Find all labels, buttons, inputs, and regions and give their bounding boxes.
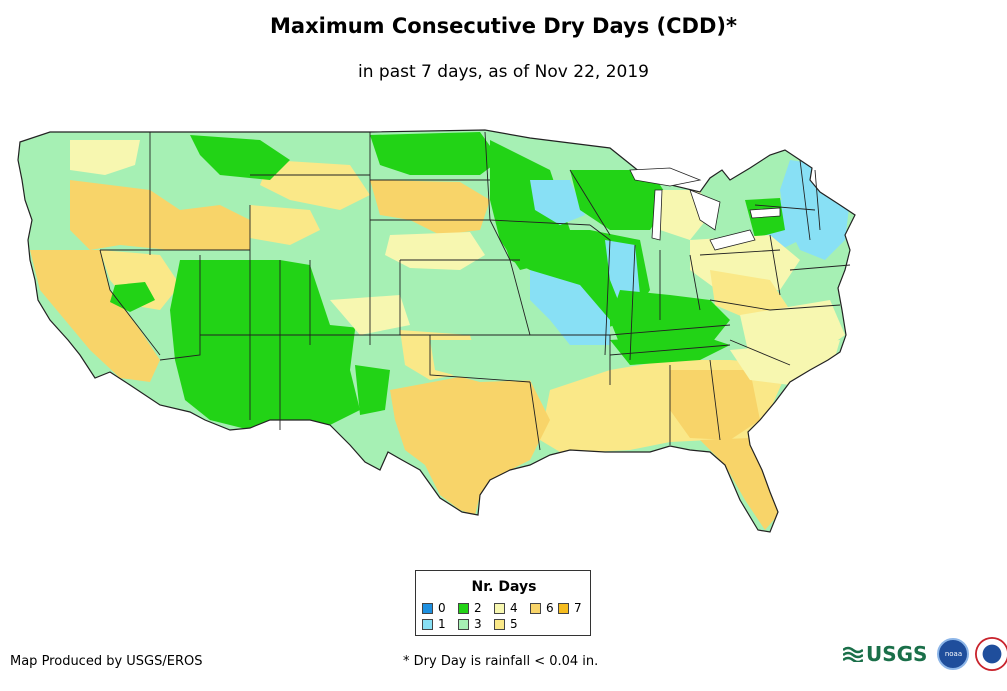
region-5-montana <box>260 160 370 210</box>
legend-item-6: 6 <box>530 601 554 615</box>
great-lakes <box>629 167 781 251</box>
legend-label-5: 5 <box>510 617 518 631</box>
region-2-north-dakota <box>370 132 500 175</box>
legend-label-0: 0 <box>438 601 446 615</box>
region-1-missouri <box>530 270 610 345</box>
legend-label-4: 4 <box>510 601 518 615</box>
legend-label-1: 1 <box>438 617 446 631</box>
region-4-northwest <box>70 140 140 175</box>
agency-logos: USGS noaa <box>843 637 1007 671</box>
region-6-west-virginia <box>710 270 790 320</box>
legend-swatch-5 <box>494 618 505 630</box>
region-2-wisconsin <box>570 170 670 230</box>
region-2-new-mexico-south <box>355 365 390 415</box>
map-title: Maximum Consecutive Dry Days (CDD)* <box>270 14 737 38</box>
usgs-logo: USGS <box>843 642 927 666</box>
state-borders <box>17 129 856 533</box>
legend-item-3: 3 <box>458 617 482 631</box>
region-2-southwest <box>170 260 360 430</box>
region-1-minnesota <box>530 180 585 225</box>
region-3-oklahoma <box>430 340 540 382</box>
legend-item-7: 7 <box>558 601 582 615</box>
legend-swatch-6 <box>530 602 541 614</box>
us-cdd-map <box>17 129 856 533</box>
legend-label-7: 7 <box>574 601 582 615</box>
legend-swatch-0 <box>422 602 433 614</box>
legend-swatch-1 <box>422 618 433 630</box>
region-5-northwest <box>70 180 250 250</box>
legend-label-3: 3 <box>474 617 482 631</box>
map-credit: Map Produced by USGS/EROS <box>10 654 203 669</box>
map-subtitle: in past 7 days, as of Nov 22, 2019 <box>358 62 649 82</box>
usgs-text: USGS <box>866 642 928 666</box>
region-4-nebraska <box>385 232 485 270</box>
region-6-dakota <box>370 180 490 235</box>
legend-item-4: 4 <box>494 601 518 615</box>
legend-box: Nr. Days 0 1 2 3 4 5 6 7 <box>415 570 591 636</box>
legend-title: Nr. Days <box>471 579 537 595</box>
region-6-georgia <box>670 370 760 440</box>
region-1-illinois <box>605 240 640 305</box>
legend-item-1: 1 <box>422 617 446 631</box>
legend-item-0: 0 <box>422 601 446 615</box>
legend-item-2: 2 <box>458 601 482 615</box>
legend-label-2: 2 <box>474 601 482 615</box>
region-6-california <box>30 250 160 382</box>
dry-day-note: * Dry Day is rainfall < 0.04 in. <box>403 654 599 669</box>
legend-swatch-2 <box>458 602 469 614</box>
usgs-waves-icon <box>843 646 863 662</box>
legend-swatch-4 <box>494 602 505 614</box>
nws-logo-icon <box>975 637 1007 671</box>
legend-swatch-7 <box>558 602 569 614</box>
region-2-montana <box>190 135 290 180</box>
region-6-wyoming <box>250 205 320 245</box>
region-6-nevada <box>100 250 180 310</box>
cdd-regions <box>30 132 850 530</box>
noaa-logo: noaa <box>937 638 970 670</box>
legend-swatch-3 <box>458 618 469 630</box>
legend-item-5: 5 <box>494 617 518 631</box>
region-6-texas <box>390 375 550 515</box>
legend-label-6: 6 <box>546 601 554 615</box>
